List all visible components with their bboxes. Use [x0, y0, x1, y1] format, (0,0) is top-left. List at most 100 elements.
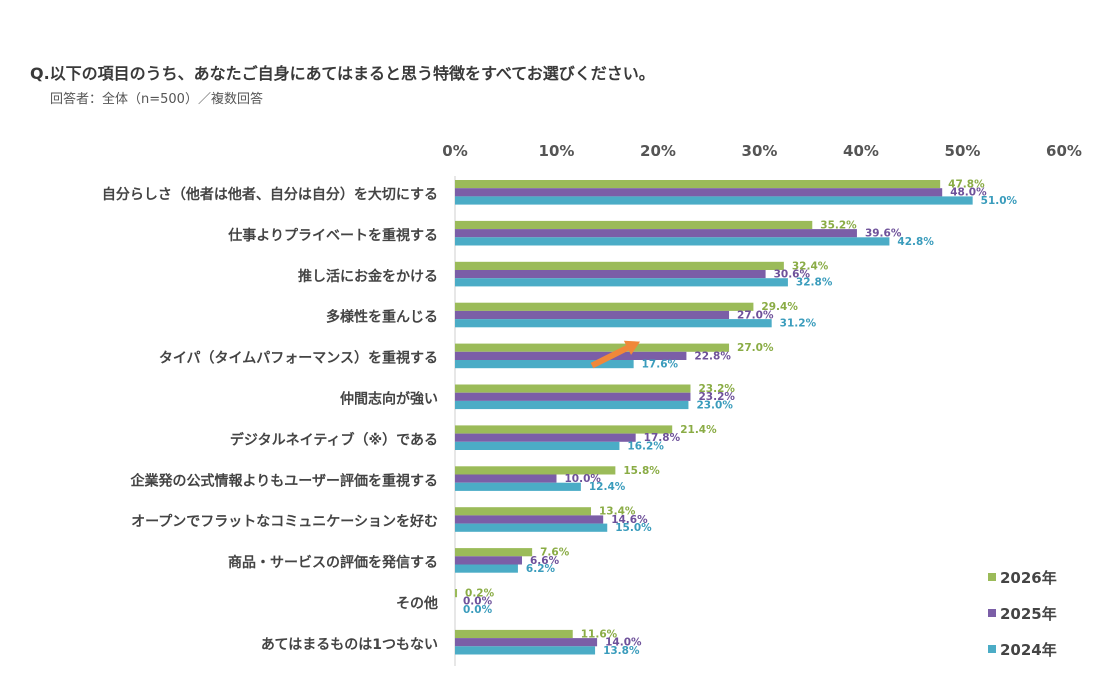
- bar: [455, 188, 943, 197]
- data-label: 32.4%: [792, 260, 829, 272]
- data-label: 10.0%: [565, 473, 602, 485]
- category-label: あてはまるものは1つもない: [261, 637, 438, 653]
- category-label: 多様性を重んじる: [326, 309, 438, 326]
- bar: [455, 629, 573, 639]
- data-label: 6.2%: [526, 563, 556, 575]
- data-label: 21.4%: [680, 424, 717, 436]
- bar: [455, 261, 784, 270]
- legend-swatch: [988, 645, 996, 653]
- data-label: 16.2%: [627, 440, 664, 452]
- bar: [455, 589, 458, 598]
- data-label: 0.0%: [463, 604, 493, 616]
- category-label: 推し活にお金をかける: [298, 268, 438, 285]
- bar: [455, 351, 687, 360]
- data-label: 14.0%: [605, 637, 642, 649]
- bar: [455, 507, 592, 516]
- legend-swatch: [988, 573, 996, 581]
- x-tick-label: 20%: [640, 142, 676, 160]
- data-label: 47.8%: [948, 179, 985, 191]
- respondents-note: 回答者：全体（n=500）／複数回答: [50, 92, 263, 107]
- data-label: 14.6%: [611, 514, 648, 526]
- data-label: 23.0%: [696, 399, 733, 411]
- bar: [455, 474, 557, 483]
- data-label: 23.2%: [698, 383, 735, 395]
- data-label: 42.8%: [897, 236, 934, 248]
- data-label: 17.6%: [642, 359, 679, 371]
- category-label: 自分らしさ（他者は他者、自分は自分）を大切にする: [102, 186, 438, 203]
- data-label: 15.0%: [615, 522, 652, 534]
- bar: [455, 433, 636, 442]
- x-tick-label: 10%: [539, 142, 575, 160]
- chart-question: Q.以下の項目のうち、あなたご自身にあてはまると思う特徴をすべてお選びください。: [30, 64, 655, 83]
- category-label: オープンでフラットなコミュニケーションを好む: [131, 513, 438, 530]
- data-label: 0.0%: [463, 596, 493, 608]
- data-label: 39.6%: [865, 228, 902, 240]
- legend-swatch: [988, 609, 996, 617]
- x-tick-label: 30%: [742, 142, 778, 160]
- bar: [455, 180, 941, 189]
- bar: [455, 466, 616, 475]
- bar: [455, 270, 766, 279]
- data-label: 17.8%: [644, 432, 681, 444]
- bar: [455, 548, 533, 557]
- data-label: 23.2%: [698, 391, 735, 403]
- bar: [455, 384, 691, 393]
- data-label: 0.2%: [465, 588, 495, 600]
- bar: [455, 523, 608, 532]
- arrow-annotation: [590, 345, 629, 369]
- bar: [455, 441, 620, 450]
- legend-label: 2026年: [1000, 569, 1057, 587]
- data-label: 13.8%: [603, 645, 640, 657]
- bar: [455, 646, 596, 655]
- data-label: 6.6%: [530, 555, 560, 567]
- x-tick-label: 40%: [843, 142, 879, 160]
- bar: [455, 343, 730, 352]
- bar: [455, 196, 973, 205]
- category-label: タイパ（タイムパフォーマンス）を重視する: [159, 350, 438, 367]
- data-label: 11.6%: [581, 628, 618, 640]
- bar: [455, 237, 890, 246]
- data-label: 12.4%: [589, 481, 626, 493]
- data-label: 27.0%: [737, 342, 774, 354]
- x-tick-label: 0%: [442, 142, 467, 160]
- arrow-head: [623, 340, 640, 356]
- bar: [455, 564, 518, 573]
- data-label: 7.6%: [540, 547, 570, 559]
- data-label: 35.2%: [820, 219, 857, 231]
- category-label: 仕事よりプライベートを重視する: [227, 227, 438, 244]
- bar: [455, 482, 581, 491]
- bar: [455, 400, 689, 410]
- x-tick-label: 60%: [1046, 142, 1082, 160]
- data-label: 22.8%: [694, 350, 731, 362]
- data-label: 27.0%: [737, 309, 774, 321]
- data-label: 51.0%: [981, 195, 1018, 207]
- bar: [455, 278, 788, 287]
- bar: [455, 360, 634, 369]
- legend-label: 2024年: [1000, 641, 1057, 659]
- bar: [455, 302, 754, 311]
- data-label: 29.4%: [761, 301, 798, 313]
- category-label: 商品・サービスの評価を発信する: [228, 554, 438, 571]
- legend-label: 2025年: [1000, 605, 1057, 623]
- category-label: 企業発の公式情報よりもユーザー評価を重視する: [130, 472, 438, 489]
- bar: [455, 425, 673, 434]
- category-label: その他: [396, 595, 438, 612]
- bar: [455, 319, 772, 328]
- x-tick-label: 50%: [945, 142, 981, 160]
- bar: [455, 229, 857, 238]
- bar: [455, 220, 813, 230]
- bar: [455, 310, 730, 320]
- bar: [455, 638, 598, 647]
- data-label: 30.6%: [774, 269, 811, 281]
- bar: [455, 515, 604, 524]
- data-label: 13.4%: [599, 506, 636, 518]
- bar: [455, 556, 522, 565]
- data-label: 48.0%: [950, 187, 987, 199]
- bar: [455, 392, 691, 401]
- category-label: デジタルネイティブ（※）である: [230, 431, 438, 448]
- data-label: 15.8%: [623, 465, 660, 477]
- category-label: 仲間志向が強い: [340, 391, 438, 408]
- data-label: 32.8%: [796, 277, 833, 289]
- data-label: 31.2%: [780, 318, 817, 330]
